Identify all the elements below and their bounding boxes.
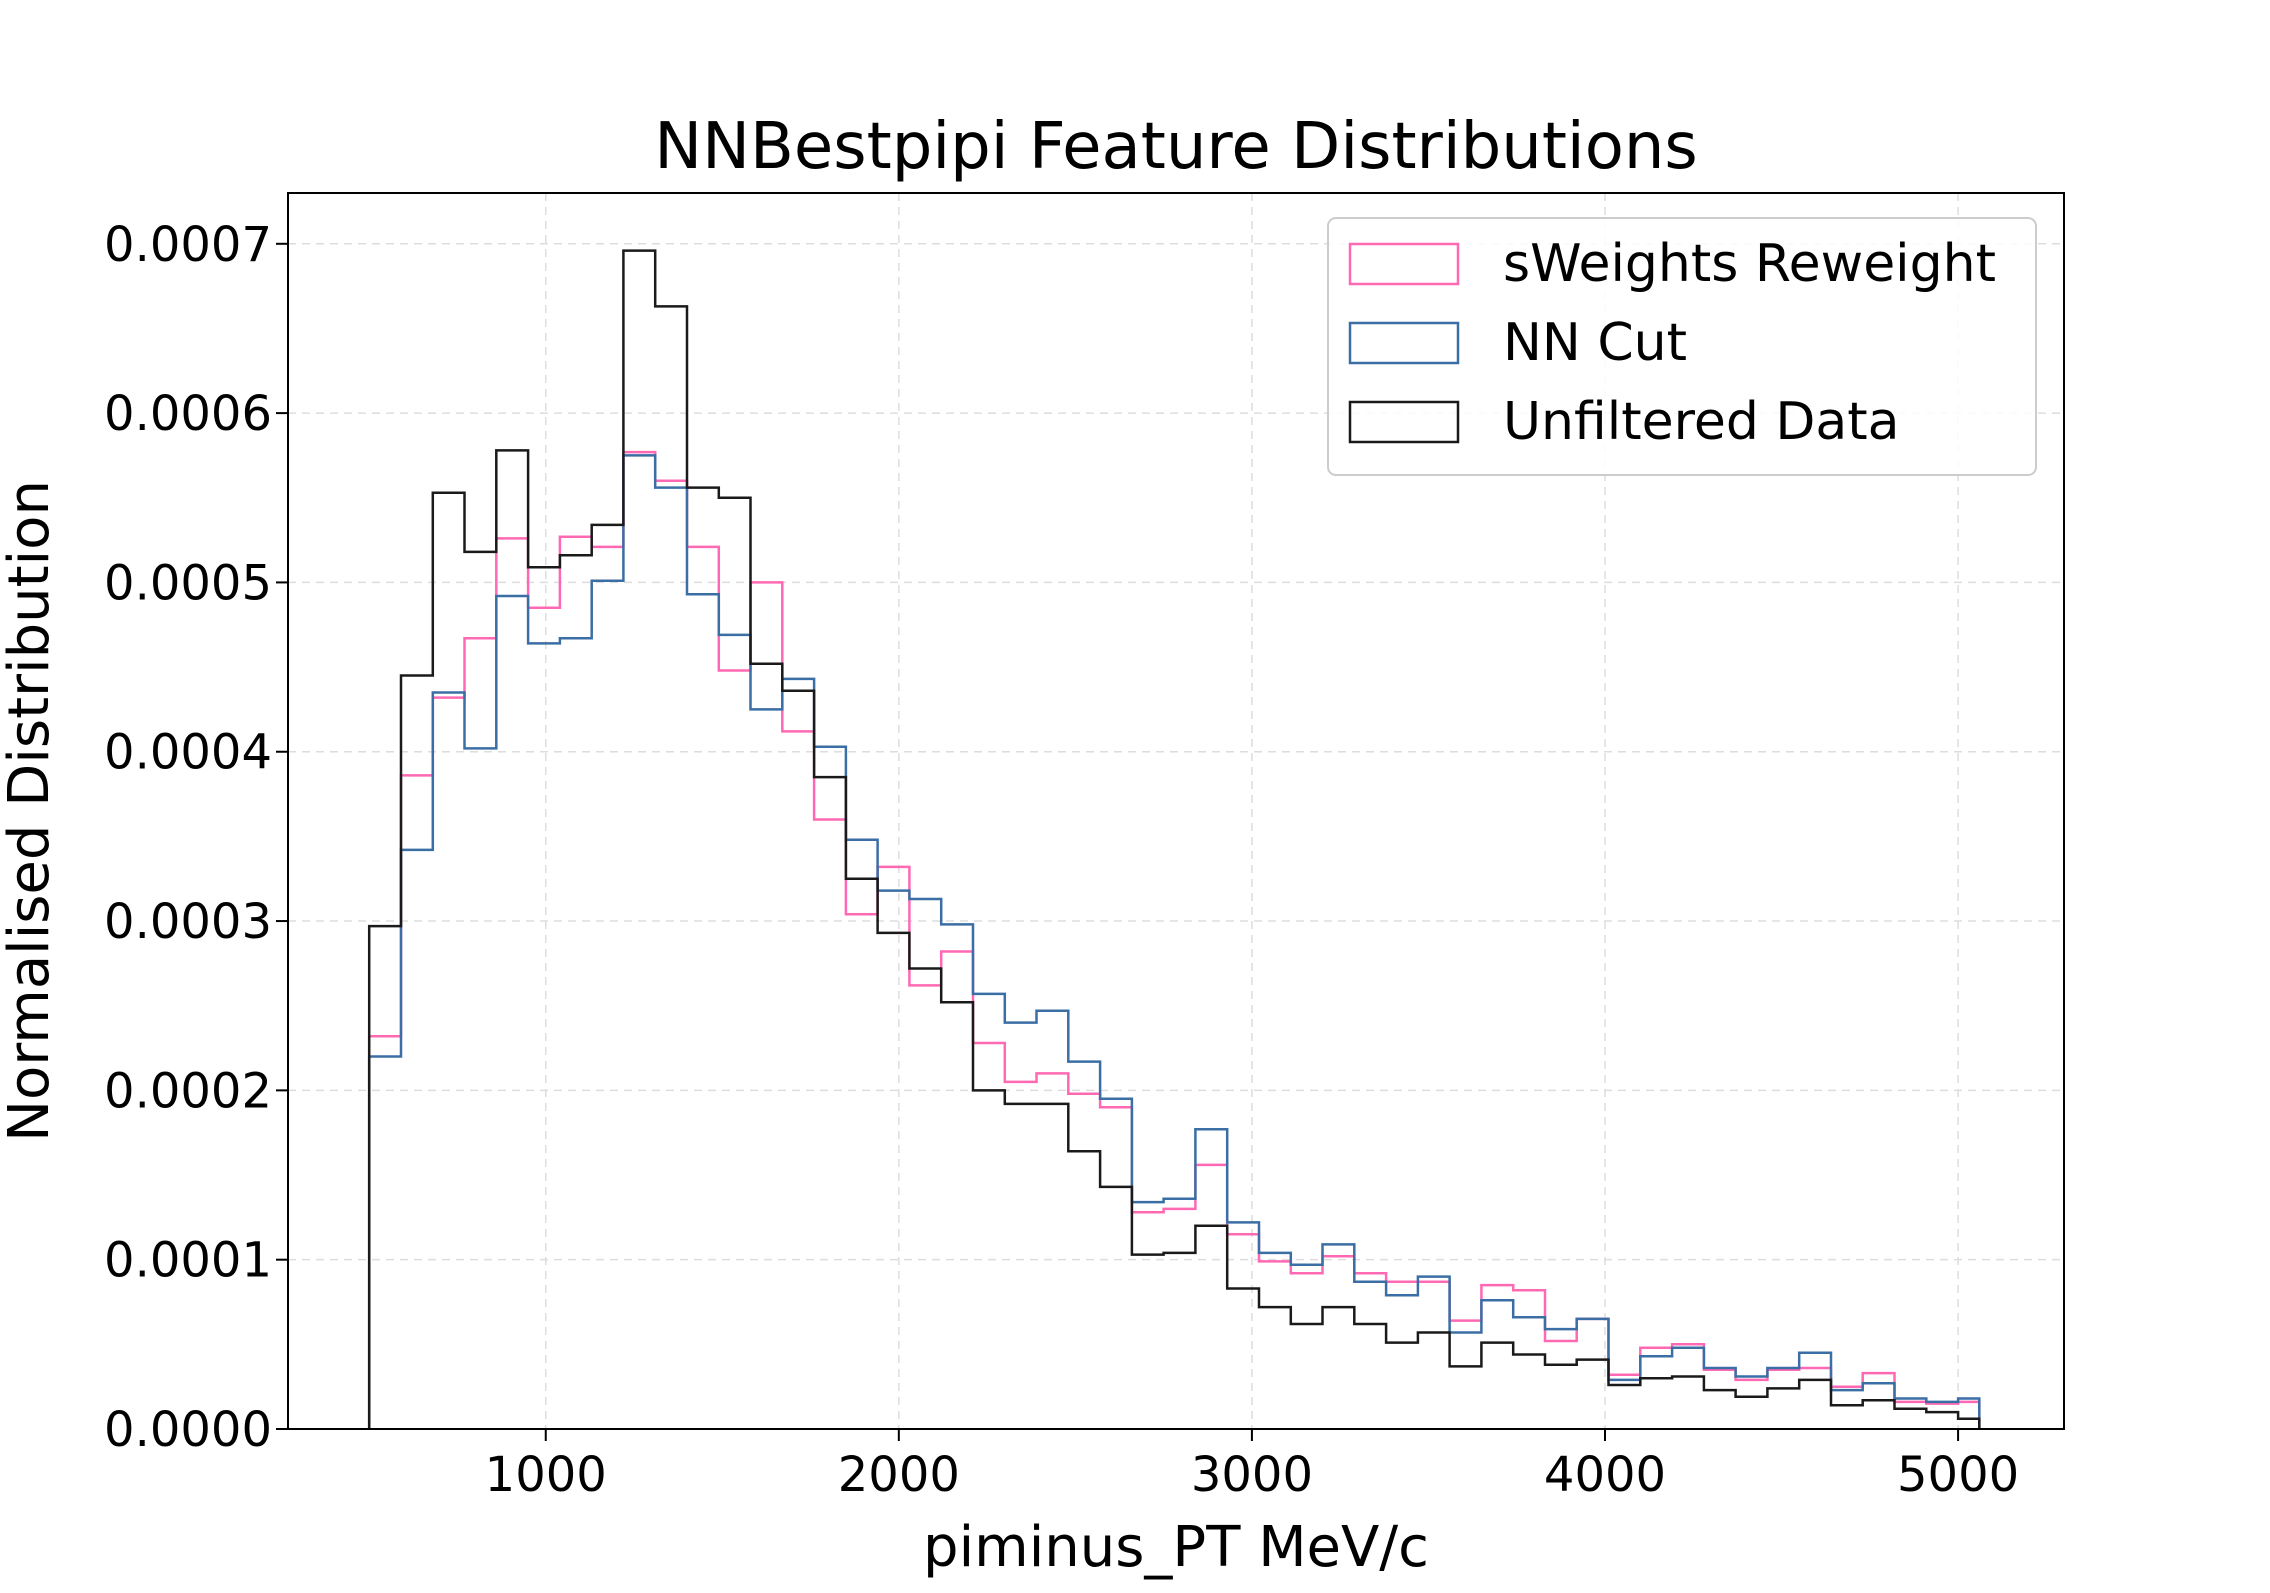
x-tick-label: 2000 bbox=[838, 1447, 960, 1503]
legend-items: sWeights Reweight NN Cut Unfiltered Data bbox=[1348, 234, 1996, 452]
x-tick-label: 4000 bbox=[1544, 1447, 1666, 1503]
series-nn-cut-step-line bbox=[367, 454, 1981, 1429]
y-tick-label: 0.0005 bbox=[104, 555, 272, 611]
plot-frame bbox=[287, 192, 2065, 1430]
axes: 1000 2000 3000 4000 5000 0.0000 0.0001 0.0002 0.… bbox=[104, 217, 2019, 1503]
y-tick-label: 0.0007 bbox=[104, 217, 272, 273]
y-tick-label: 0.0001 bbox=[104, 1233, 272, 1289]
legend-label: NN Cut bbox=[1503, 313, 1687, 373]
legend-swatch bbox=[1348, 242, 1460, 286]
legend: sWeights Reweight NN Cut Unfiltered Data bbox=[1327, 217, 2037, 476]
y-tick-label: 0.0006 bbox=[104, 386, 272, 442]
histogram-series bbox=[367, 249, 1981, 1429]
x-tick-label: 1000 bbox=[485, 1447, 607, 1503]
legend-swatch bbox=[1348, 400, 1460, 444]
chart-title: NNBestpipi Feature Distributions bbox=[654, 110, 1698, 184]
legend-swatch bbox=[1348, 321, 1460, 365]
legend-label: sWeights Reweight bbox=[1503, 234, 1996, 294]
x-axis-label: piminus_PT MeV/c bbox=[923, 1515, 1429, 1580]
x-tick-label: 3000 bbox=[1191, 1447, 1313, 1503]
legend-frame bbox=[1327, 217, 2037, 476]
y-tick-label: 0.0000 bbox=[104, 1402, 272, 1458]
x-tick-label: 5000 bbox=[1897, 1447, 2019, 1503]
y-axis-label: Normalised Distribution bbox=[0, 480, 62, 1142]
y-tick-label: 0.0002 bbox=[104, 1063, 272, 1119]
legend-label: Unfiltered Data bbox=[1503, 392, 1900, 452]
y-tick-label: 0.0004 bbox=[104, 725, 272, 781]
grid bbox=[288, 193, 2064, 1430]
y-tick-label: 0.0003 bbox=[104, 894, 272, 950]
series-unfiltered-data-step-line bbox=[367, 249, 1981, 1429]
